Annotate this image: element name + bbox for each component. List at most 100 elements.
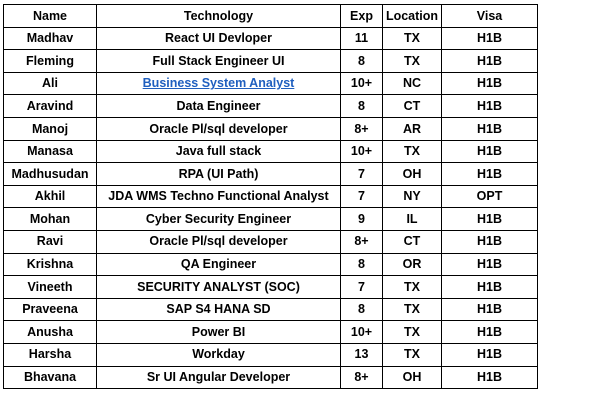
cell-name: Ali: [3, 71, 97, 96]
cell-exp: 11: [340, 26, 383, 51]
table-row: Fleming Full Stack Engineer UI 8 TX H1B: [3, 49, 538, 73]
cell-location: NY: [382, 184, 442, 209]
cell-technology: JDA WMS Techno Functional Analyst: [96, 184, 341, 209]
cell-location: TX: [382, 139, 442, 164]
header-exp: Exp: [340, 4, 383, 28]
cell-location: TX: [382, 275, 442, 299]
cell-exp: 13: [340, 342, 383, 367]
cell-technology: RPA (UI Path): [96, 162, 341, 186]
cell-visa: H1B: [441, 297, 538, 322]
table-row: Anusha Power BI 10+ TX H1B: [3, 320, 538, 344]
consultant-table-container: Name Technology Exp Location Visa Madhav…: [3, 4, 538, 390]
table-row: Vineeth SECURITY ANALYST (SOC) 7 TX H1B: [3, 275, 538, 299]
cell-technology: Cyber Security Engineer: [96, 207, 341, 231]
header-location: Location: [382, 4, 442, 28]
cell-visa: H1B: [441, 49, 538, 73]
table-row: Ali Business System Analyst 10+ NC H1B: [3, 71, 538, 96]
cell-name: Harsha: [3, 342, 97, 367]
cell-exp: 8: [340, 297, 383, 322]
cell-name: Aravind: [3, 94, 97, 118]
cell-visa: H1B: [441, 139, 538, 164]
cell-technology: Full Stack Engineer UI: [96, 49, 341, 73]
cell-exp: 10+: [340, 139, 383, 164]
cell-technology: Sr UI Angular Developer: [96, 365, 341, 390]
cell-location: TX: [382, 297, 442, 322]
cell-location: NC: [382, 71, 442, 96]
cell-technology: Workday: [96, 342, 341, 367]
header-name: Name: [3, 4, 97, 28]
table-row: Bhavana Sr UI Angular Developer 8+ OH H1B: [3, 365, 538, 390]
cell-exp: 8: [340, 94, 383, 118]
table-row: Manasa Java full stack 10+ TX H1B: [3, 139, 538, 164]
cell-name: Krishna: [3, 252, 97, 277]
cell-visa: H1B: [441, 116, 538, 141]
table-row: Madhav React UI Devloper 11 TX H1B: [3, 26, 538, 51]
cell-name: Akhil: [3, 184, 97, 209]
cell-visa: H1B: [441, 252, 538, 277]
cell-exp: 9: [340, 207, 383, 231]
table-row: Manoj Oracle Pl/sql developer 8+ AR H1B: [3, 116, 538, 141]
cell-visa: H1B: [441, 229, 538, 254]
cell-exp: 10+: [340, 71, 383, 96]
table-row: Mohan Cyber Security Engineer 9 IL H1B: [3, 207, 538, 231]
cell-name: Manasa: [3, 139, 97, 164]
table-row: Ravi Oracle Pl/sql developer 8+ CT H1B: [3, 229, 538, 254]
cell-visa: H1B: [441, 71, 538, 96]
cell-visa: H1B: [441, 342, 538, 367]
cell-visa: H1B: [441, 26, 538, 51]
cell-technology: Oracle Pl/sql developer: [96, 229, 341, 254]
header-technology: Technology: [96, 4, 341, 28]
cell-exp: 8+: [340, 116, 383, 141]
cell-exp: 8: [340, 252, 383, 277]
cell-technology: Business System Analyst: [96, 71, 341, 96]
cell-location: CT: [382, 229, 442, 254]
cell-visa: H1B: [441, 365, 538, 390]
cell-exp: 8+: [340, 365, 383, 390]
cell-name: Fleming: [3, 49, 97, 73]
cell-location: TX: [382, 342, 442, 367]
cell-location: OH: [382, 365, 442, 390]
cell-name: Mohan: [3, 207, 97, 231]
cell-exp: 7: [340, 162, 383, 186]
table-row: Madhusudan RPA (UI Path) 7 OH H1B: [3, 162, 538, 186]
cell-name: Bhavana: [3, 365, 97, 390]
cell-visa: H1B: [441, 207, 538, 231]
cell-technology: QA Engineer: [96, 252, 341, 277]
cell-technology: Java full stack: [96, 139, 341, 164]
cell-technology: SAP S4 HANA SD: [96, 297, 341, 322]
cell-technology: Oracle Pl/sql developer: [96, 116, 341, 141]
cell-location: TX: [382, 26, 442, 51]
cell-visa: H1B: [441, 162, 538, 186]
cell-name: Madhav: [3, 26, 97, 51]
cell-exp: 7: [340, 184, 383, 209]
cell-location: TX: [382, 320, 442, 344]
cell-location: OR: [382, 252, 442, 277]
table-row: Akhil JDA WMS Techno Functional Analyst 7 N…: [3, 184, 538, 209]
cell-technology: SECURITY ANALYST (SOC): [96, 275, 341, 299]
cell-visa: H1B: [441, 320, 538, 344]
table-row: Harsha Workday 13 TX H1B: [3, 342, 538, 367]
cell-visa: H1B: [441, 94, 538, 118]
table-header-row: Name Technology Exp Location Visa: [3, 4, 538, 28]
cell-exp: 8+: [340, 229, 383, 254]
header-visa: Visa: [441, 4, 538, 28]
table-row: Aravind Data Engineer 8 CT H1B: [3, 94, 538, 118]
technology-link[interactable]: Business System Analyst: [142, 76, 295, 91]
cell-name: Madhusudan: [3, 162, 97, 186]
cell-visa: OPT: [441, 184, 538, 209]
table-body: Madhav React UI Devloper 11 TX H1B Fleming Ful…: [3, 26, 538, 390]
cell-location: AR: [382, 116, 442, 141]
cell-technology: Data Engineer: [96, 94, 341, 118]
cell-name: Ravi: [3, 229, 97, 254]
table-row: Praveena SAP S4 HANA SD 8 TX H1B: [3, 297, 538, 322]
consultant-table: Name Technology Exp Location Visa Madhav…: [3, 4, 538, 390]
cell-name: Praveena: [3, 297, 97, 322]
cell-exp: 8: [340, 49, 383, 73]
cell-exp: 10+: [340, 320, 383, 344]
cell-location: IL: [382, 207, 442, 231]
cell-name: Vineeth: [3, 275, 97, 299]
table-row: Krishna QA Engineer 8 OR H1B: [3, 252, 538, 277]
cell-location: OH: [382, 162, 442, 186]
cell-visa: H1B: [441, 275, 538, 299]
cell-name: Anusha: [3, 320, 97, 344]
